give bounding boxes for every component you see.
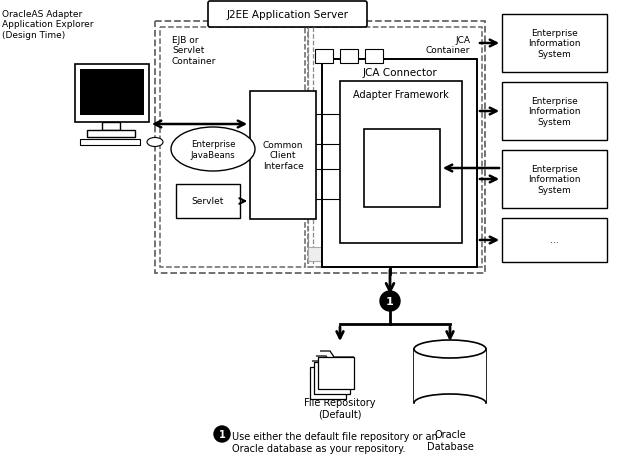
Text: File Repository
(Default): File Repository (Default) [304, 397, 376, 419]
Bar [308, 247, 388, 262]
Bar [340, 50, 358, 64]
Text: J2EE Application Server: J2EE Application Server [227, 10, 349, 20]
Bar [502, 83, 607, 141]
Bar [314, 362, 350, 394]
Text: 1: 1 [386, 296, 394, 307]
Bar [364, 130, 440, 207]
Bar [160, 28, 305, 268]
FancyBboxPatch shape [208, 2, 367, 28]
Bar [414, 349, 486, 403]
Text: Oracle
Database: Oracle Database [426, 429, 473, 450]
Text: OracleAS Adapter
Application Explorer
(Design Time): OracleAS Adapter Application Explorer (D… [2, 10, 94, 40]
Bar [502, 150, 607, 208]
Ellipse shape [171, 128, 255, 172]
Bar [318, 357, 354, 389]
Bar [315, 50, 333, 64]
Circle shape [214, 426, 230, 442]
Bar [310, 367, 346, 399]
Text: EJB or
Servlet
Container: EJB or Servlet Container [172, 36, 217, 66]
Bar [502, 219, 607, 263]
Text: ...: ... [550, 236, 559, 245]
Bar [365, 50, 383, 64]
Ellipse shape [147, 138, 163, 147]
Bar [80, 70, 144, 116]
Circle shape [380, 291, 400, 311]
Bar [250, 92, 316, 219]
Text: Enterprise
Information
System: Enterprise Information System [528, 97, 581, 126]
Bar [176, 185, 240, 219]
Bar [340, 82, 462, 244]
Bar [102, 123, 120, 131]
Text: Adapter: Adapter [383, 163, 421, 174]
Text: Use either the default file repository or an
Oracle database as your repository.: Use either the default file repository o… [232, 431, 437, 453]
Bar [80, 140, 140, 146]
Text: Servlet: Servlet [192, 197, 224, 206]
Text: Enterprise
Information
System: Enterprise Information System [528, 165, 581, 194]
Ellipse shape [414, 340, 486, 358]
Text: Adapter Framework: Adapter Framework [353, 90, 449, 100]
Bar [502, 15, 607, 73]
Text: Enterprise
Information
System: Enterprise Information System [528, 29, 581, 59]
Text: JCA
Container: JCA Container [426, 36, 470, 55]
Bar [75, 65, 149, 123]
Text: 1: 1 [218, 429, 225, 439]
Bar [322, 60, 477, 268]
Text: Enterprise
JavaBeans: Enterprise JavaBeans [191, 140, 235, 159]
Bar [155, 22, 485, 274]
Text: JCA Connector: JCA Connector [363, 68, 437, 78]
Bar [308, 28, 482, 268]
Text: Common
Client
Interface: Common Client Interface [263, 141, 304, 170]
Bar [87, 131, 135, 138]
